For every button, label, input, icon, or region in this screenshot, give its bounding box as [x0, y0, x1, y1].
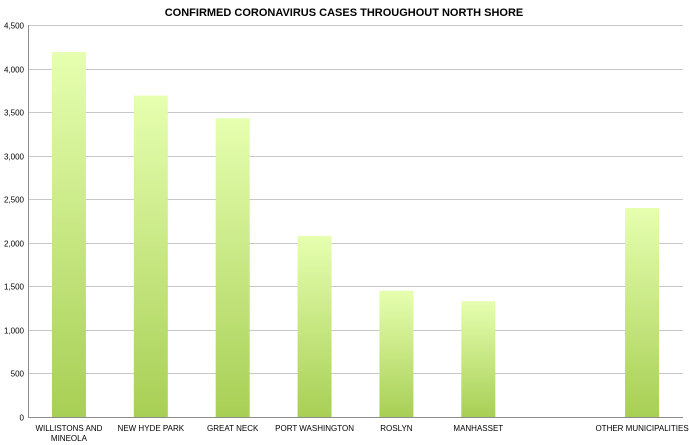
- y-tick-label: 3,500: [4, 109, 25, 118]
- chart-title: CONFIRMED CORONAVIRUS CASES THROUGHOUT N…: [165, 7, 524, 19]
- bar: [133, 95, 168, 417]
- bar: [297, 235, 332, 417]
- bars: [51, 52, 660, 417]
- y-tick-label: 500: [11, 370, 25, 379]
- y-tick-label: 1,000: [4, 327, 25, 336]
- x-category-label-line: OTHER MUNICIPALITIES: [595, 424, 688, 433]
- bar: [215, 118, 250, 417]
- x-category-label-line: MINEOLA: [51, 434, 88, 443]
- x-category-label: GREAT NECK: [207, 424, 259, 433]
- y-tick-label: 0: [20, 414, 25, 423]
- x-category-label-line: WILLISTONS AND: [35, 424, 102, 433]
- y-tick-label: 3,000: [4, 153, 25, 162]
- y-tick-label: 4,500: [4, 22, 25, 31]
- y-axis-tick-labels: 0 500 1,000 1,500 2,000 2,500 3,000 3,500 4,000 4…: [4, 22, 25, 423]
- x-category-label: MANHASSET: [453, 424, 503, 433]
- x-category-label: NEW HYDE PARK: [118, 424, 185, 433]
- y-tick-label: 2,000: [4, 240, 25, 249]
- x-category-label-line: PORT WASHINGTON: [275, 424, 354, 433]
- y-tick-label: 1,500: [4, 283, 25, 292]
- x-category-label-line: NEW HYDE PARK: [118, 424, 185, 433]
- y-tick-label: 2,500: [4, 196, 25, 205]
- x-category-label: WILLISTONS AND MINEOLA: [35, 424, 102, 443]
- bar: [379, 290, 414, 417]
- bar: [51, 52, 86, 417]
- bar: [625, 207, 660, 417]
- x-category-label-line: ROSLYN: [380, 424, 413, 433]
- bar: [461, 301, 496, 417]
- x-category-label: OTHER MUNICIPALITIES: [595, 424, 688, 433]
- x-category-label-line: MANHASSET: [453, 424, 503, 433]
- x-category-label: PORT WASHINGTON: [275, 424, 354, 433]
- x-category-label: ROSLYN: [380, 424, 413, 433]
- gridlines: [28, 25, 683, 374]
- y-tick-label: 4,000: [4, 66, 25, 75]
- x-axis-category-labels: WILLISTONS AND MINEOLA NEW HYDE PARK GREAT …: [35, 424, 688, 443]
- x-category-label-line: GREAT NECK: [207, 424, 259, 433]
